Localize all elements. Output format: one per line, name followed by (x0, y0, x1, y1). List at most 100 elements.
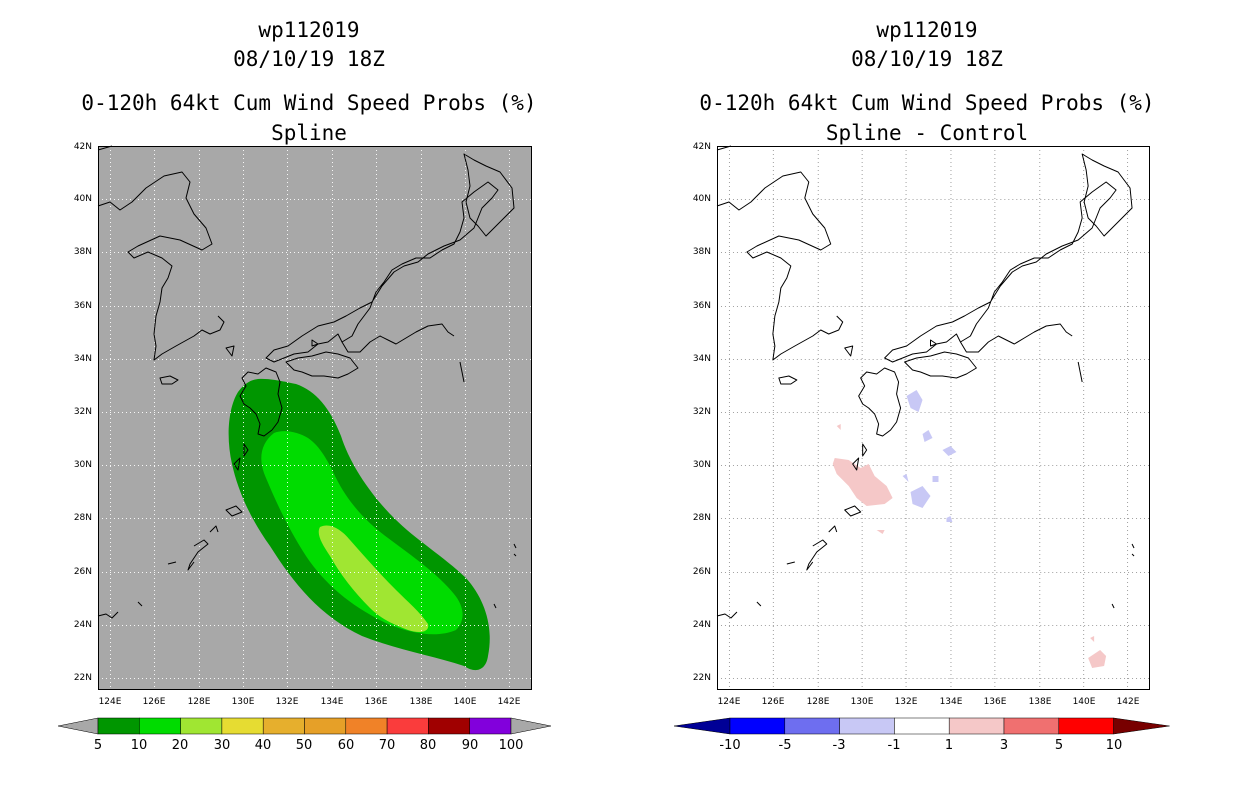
colorbar-label: 80 (419, 738, 437, 753)
map-difference: 42N 40N 38N 36N 34N 32N 30N 28N 26N 24N … (693, 142, 1150, 707)
colorbar-swatch (386, 717, 429, 735)
lat-label: 30N (73, 460, 92, 470)
colorbar-label: 30 (213, 738, 231, 753)
lon-label: 124E (717, 697, 741, 707)
lon-label: 142E (1116, 697, 1140, 707)
lat-label: 36N (692, 301, 711, 311)
lon-label: 134E (320, 697, 344, 707)
map-canvas (97, 145, 532, 690)
colorbar-label: 5 (1054, 738, 1064, 753)
map-canvas (716, 145, 1150, 690)
lat-label: 32N (73, 407, 92, 417)
lon-label: 128E (806, 697, 830, 707)
colorbar-label: -5 (778, 738, 792, 753)
lat-label: 34N (692, 354, 711, 364)
lon-label: 142E (497, 697, 521, 707)
colorbar-label: 10 (1105, 738, 1123, 753)
lon-label: 136E (983, 697, 1007, 707)
lat-label: 38N (73, 247, 92, 257)
prob-contour-10 (261, 431, 463, 635)
lon-label: 130E (231, 697, 255, 707)
colorbar-swatch (345, 717, 388, 735)
lat-label: 28N (692, 513, 711, 523)
colorbar-label: 40 (254, 738, 272, 753)
lon-label: 136E (364, 697, 388, 707)
subtitle: Spline (271, 121, 347, 145)
lat-label: 42N (692, 142, 711, 152)
colorbar-label: 50 (295, 738, 313, 753)
lon-label: 140E (1072, 697, 1096, 707)
lon-label: 128E (187, 697, 211, 707)
colorbar-difference: -10 -5 -3 -1 1 3 5 10 (618, 716, 1236, 776)
lat-label: 38N (692, 247, 711, 257)
colorbar-label: 20 (171, 738, 189, 753)
colorbar-swatches (673, 717, 1170, 735)
datetime-title: 08/10/19 18Z (851, 47, 1003, 71)
lat-label: 34N (73, 354, 92, 364)
colorbar-label: 5 (93, 738, 103, 753)
lon-label: 138E (409, 697, 433, 707)
diff-negative-area (906, 390, 923, 412)
subtitle: Spline - Control (825, 121, 1029, 145)
colorbar-label: 70 (378, 738, 396, 753)
lat-label: 36N (73, 301, 92, 311)
lon-label: 134E (939, 697, 963, 707)
colorbar-end-triangle (673, 717, 731, 735)
lon-label: 132E (275, 697, 299, 707)
lat-label: 22N (692, 673, 711, 683)
diff-positive-area (876, 530, 885, 534)
product-title: 0-120h 64kt Cum Wind Speed Probs (%) (699, 91, 1155, 115)
colorbar-label: 10 (130, 738, 148, 753)
diff-positive-area (832, 458, 893, 506)
lon-label: 132E (894, 697, 918, 707)
panel-spline: wp112019 08/10/19 18Z 0-120h 64kt Cum Wi… (0, 18, 618, 776)
lon-label: 140E (453, 697, 477, 707)
colorbar-swatch (262, 717, 305, 735)
colorbar-swatch (428, 717, 470, 735)
lat-label: 40N (73, 194, 92, 204)
lat-label: 40N (692, 194, 711, 204)
colorbar-end-triangle (1113, 717, 1170, 735)
map-frame (98, 146, 532, 690)
colorbar-label: 90 (461, 738, 479, 753)
diff-negative-area (946, 516, 953, 522)
lat-label: 32N (692, 407, 711, 417)
colorbar-swatch (1003, 717, 1060, 735)
colorbar-swatch (97, 717, 140, 735)
colorbar-swatch (469, 717, 512, 735)
storm-id-title: wp112019 (876, 18, 978, 42)
colorbar-swatch (180, 717, 223, 735)
colorbar-label: -1 (887, 738, 901, 753)
colorbar-swatch (948, 717, 1005, 735)
colorbar-end-triangle (510, 717, 552, 735)
lat-label: 24N (692, 620, 711, 630)
colorbar-label: 1 (944, 738, 954, 753)
coastlines (716, 145, 1135, 619)
colorbar-swatch (894, 717, 950, 735)
map-frame (717, 146, 1150, 690)
lon-label: 126E (761, 697, 785, 707)
diff-positive-area (1090, 636, 1095, 642)
lat-label: 26N (692, 567, 711, 577)
colorbar-label: -10 (719, 738, 741, 753)
diff-negative-area (942, 446, 957, 456)
colorbar-label: 60 (337, 738, 355, 753)
lat-label: 30N (692, 460, 711, 470)
colorbar-swatch (839, 717, 895, 735)
lat-label: 22N (73, 673, 92, 683)
colorbar-swatch (304, 717, 347, 735)
diff-negative-area (910, 486, 931, 508)
colorbar-swatches (57, 717, 552, 735)
product-title: 0-120h 64kt Cum Wind Speed Probs (%) (81, 91, 537, 115)
lon-label: 138E (1028, 697, 1052, 707)
colorbar-swatch (729, 717, 786, 735)
gridlines (98, 146, 532, 690)
diff-negative-area (932, 476, 939, 482)
colorbar-swatch (784, 717, 840, 735)
diff-negative-area (922, 430, 933, 442)
colorbar-probability: 5 10 20 30 40 50 60 70 80 90 100 (0, 716, 618, 776)
colorbar-end-triangle (57, 717, 99, 735)
map-spline: 42N 40N 38N 36N 34N 32N 30N 28N 26N 24N … (74, 142, 532, 707)
panel-spline-minus-control: wp112019 08/10/19 18Z 0-120h 64kt Cum Wi… (618, 0, 1236, 800)
lat-label: 28N (73, 513, 92, 523)
